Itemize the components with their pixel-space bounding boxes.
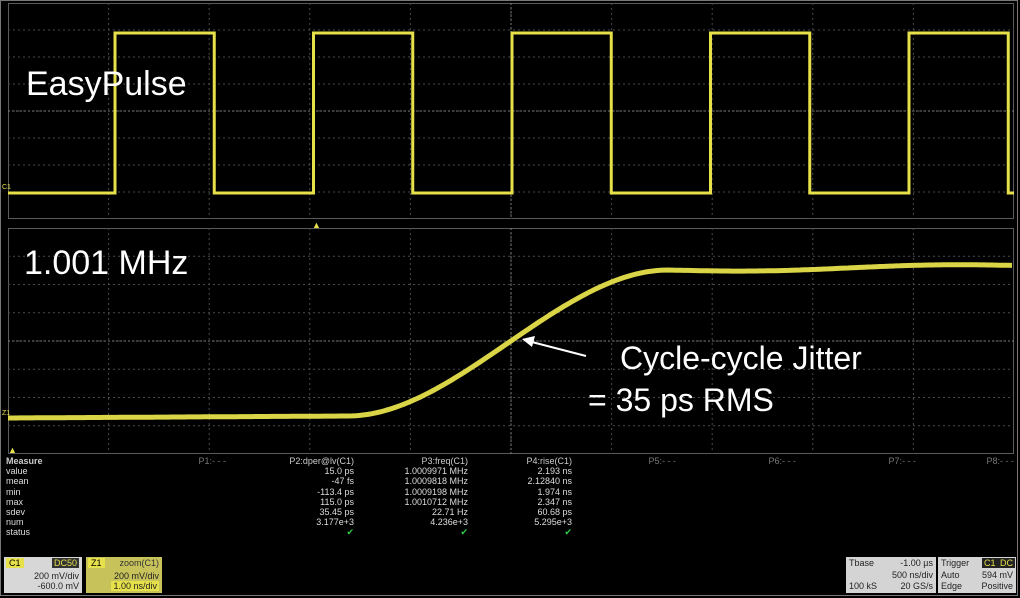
param-column-p3[interactable]: P3:freq(C1) 1.0009971 MHz 1.0009818 MHz … xyxy=(368,456,468,538)
c1-offset: -600.0 mV xyxy=(37,581,79,591)
row-label-num: num xyxy=(6,517,24,528)
frequency-label: 1.001 MHz xyxy=(24,244,189,282)
c1-vdiv: 200 mV/div xyxy=(33,571,79,581)
row-label-max: max xyxy=(6,496,24,507)
c1-tag: C1 xyxy=(6,558,24,568)
row-label-value: value xyxy=(6,466,28,477)
zoom-edge-trace xyxy=(8,262,1013,421)
row-label-status: status xyxy=(6,527,31,538)
p4-max: 2.347 ns xyxy=(537,496,572,507)
timebase-label: Tbase xyxy=(849,558,875,568)
timebase-samples: 100 kS xyxy=(849,581,878,591)
param-header-p2[interactable]: P2:dper@lv(C1) xyxy=(289,456,354,466)
measure-labels-column: Measure value mean min max sdev num stat… xyxy=(6,456,76,538)
row-label-mean: mean xyxy=(6,476,29,487)
c1-channel-descriptor[interactable]: C1 DC50 200 mV/div -600.0 mV xyxy=(4,557,82,593)
trigger-slope: Positive xyxy=(981,581,1013,591)
z1-vdiv: 200 mV/div xyxy=(113,571,159,581)
c1-coupling: DC50 xyxy=(51,558,79,568)
trigger-coupling: DC xyxy=(998,558,1015,568)
zoom-waveform-grid[interactable]: 1.001 MHz Cycle-cycle Jitter = 35 ps RMS xyxy=(8,228,1014,454)
param-header-p8[interactable]: P8:- - - xyxy=(986,456,1014,466)
trigger-label: Trigger xyxy=(941,558,970,568)
p2-mean: -47 fs xyxy=(331,476,354,487)
z1-channel-marker: Z1 xyxy=(2,410,11,417)
timebase-delay: -1.00 µs xyxy=(900,558,933,568)
trigger-type: Edge xyxy=(941,581,963,591)
p2-num: 3.177e+3 xyxy=(316,517,354,528)
square-wave-trace xyxy=(8,31,1014,195)
p4-sdev: 60.68 ps xyxy=(537,506,572,517)
zoom-grid-svg xyxy=(8,228,1014,454)
p4-mean: 2.12840 ns xyxy=(527,476,572,487)
p4-min: 1.974 ns xyxy=(537,486,572,497)
zoom-trigger-icon: ▲ xyxy=(8,445,17,455)
upper-waveform-grid[interactable]: EasyPulse xyxy=(8,3,1014,219)
annotation-arrow-line xyxy=(527,340,587,357)
param-header-p7[interactable]: P7:- - - xyxy=(888,456,916,466)
param-header-p3[interactable]: P3:freq(C1) xyxy=(421,456,468,466)
param-column-p8[interactable]: P8:- - - xyxy=(944,456,1014,466)
p2-status-checkmark-icon: ✔ xyxy=(346,527,354,538)
timebase-rate: 20 GS/s xyxy=(900,581,933,591)
row-label-sdev: sdev xyxy=(6,506,26,517)
param-header-p5[interactable]: P5:- - - xyxy=(648,456,676,466)
param-column-p5[interactable]: P5:- - - xyxy=(606,456,676,466)
p4-num: 5.295e+3 xyxy=(534,517,572,528)
p3-min: 1.0009198 MHz xyxy=(404,486,468,497)
param-header-p1[interactable]: P1:- - - xyxy=(198,456,226,466)
param-column-p6[interactable]: P6:- - - xyxy=(726,456,796,466)
z1-zoom-descriptor[interactable]: Z1 zoom(C1) 200 mV/div 1.00 ns/div xyxy=(86,557,162,593)
param-column-p2[interactable]: P2:dper@lv(C1) 15.0 ps -47 fs -113.4 ps … xyxy=(256,456,354,538)
p3-status-checkmark-icon: ✔ xyxy=(460,527,468,538)
p4-status-checkmark-icon: ✔ xyxy=(564,527,572,538)
trigger-descriptor[interactable]: Trigger C1 DC Auto 594 mV Edge Positive xyxy=(938,557,1016,593)
measure-table: Measure value mean min max sdev num stat… xyxy=(6,456,1016,556)
z1-source: zoom(C1) xyxy=(119,558,159,568)
trigger-position-icon: ▲ xyxy=(312,220,321,230)
c1-channel-marker: C1 xyxy=(2,184,11,191)
p3-max: 1.0010712 MHz xyxy=(404,496,468,507)
measure-title: Measure xyxy=(6,456,43,466)
jitter-annotation-line2: = 35 ps RMS xyxy=(588,382,774,418)
param-column-p1[interactable]: P1:- - - xyxy=(156,456,226,466)
p3-num: 4.236e+3 xyxy=(430,517,468,528)
p2-max: 115.0 ps xyxy=(320,496,354,507)
timebase-tdiv: 500 ns/div xyxy=(891,570,933,580)
trigger-mode: Auto xyxy=(941,570,960,580)
param-column-p7[interactable]: P7:- - - xyxy=(846,456,916,466)
z1-tag: Z1 xyxy=(88,558,105,568)
trigger-level: 594 mV xyxy=(981,570,1013,580)
z1-tdiv: 1.00 ns/div xyxy=(111,581,159,591)
p2-sdev: 35.45 ps xyxy=(319,506,354,517)
param-header-p6[interactable]: P6:- - - xyxy=(768,456,796,466)
upper-grid-svg xyxy=(8,3,1014,219)
row-label-min: min xyxy=(6,486,21,497)
param-header-p4[interactable]: P4:rise(C1) xyxy=(526,456,572,466)
p2-value: 15.0 ps xyxy=(324,466,354,477)
p3-value: 1.0009971 MHz xyxy=(404,466,468,477)
annotation-arrow-head xyxy=(522,336,535,347)
p3-sdev: 22.71 Hz xyxy=(431,506,468,517)
waveform-label-easypulse: EasyPulse xyxy=(26,65,187,103)
param-column-p4[interactable]: P4:rise(C1) 2.193 ns 2.12840 ns 1.974 ns… xyxy=(482,456,572,538)
p4-value: 2.193 ns xyxy=(537,466,572,477)
jitter-annotation-line1: Cycle-cycle Jitter xyxy=(620,340,862,376)
trigger-source: C1 xyxy=(982,558,998,568)
p2-min: -113.4 ps xyxy=(317,486,354,497)
timebase-descriptor[interactable]: Tbase -1.00 µs 500 ns/div 100 kS 20 GS/s xyxy=(846,557,936,593)
p3-mean: 1.0009818 MHz xyxy=(404,476,468,487)
